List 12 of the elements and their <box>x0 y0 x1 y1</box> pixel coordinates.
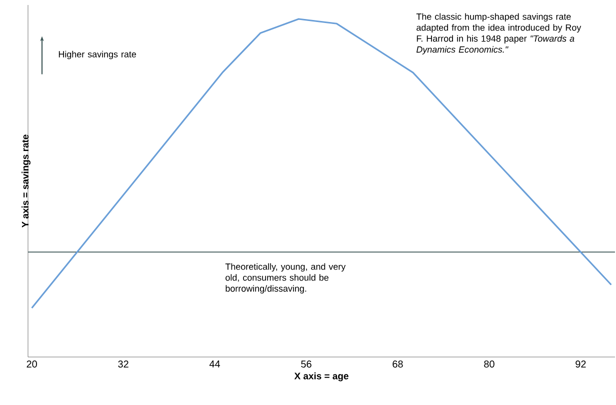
annotation: Theoretically, young, and very old, consumers should be borrowing/dissaving. <box>225 263 346 294</box>
x-tick-label: 80 <box>484 360 494 368</box>
y-axis-title: Y axis = savings rate <box>22 134 30 228</box>
x-tick-label: 20 <box>26 360 37 368</box>
x-tick-label: 92 <box>576 360 586 368</box>
x-tick-label: 44 <box>209 360 220 368</box>
x-tick-label: 68 <box>392 360 403 368</box>
x-tick-label: 56 <box>301 360 312 368</box>
text: The classic hump-shaped savings rate adapted from the idea introduced by Roy F. Harrod in his 1948 paper "Towards a Dynamics Economics." <box>416 13 582 54</box>
x-tick-label: 32 <box>118 360 128 368</box>
annotation: Higher savings rate <box>58 50 136 60</box>
x-axis-title: X axis = age <box>294 372 348 382</box>
